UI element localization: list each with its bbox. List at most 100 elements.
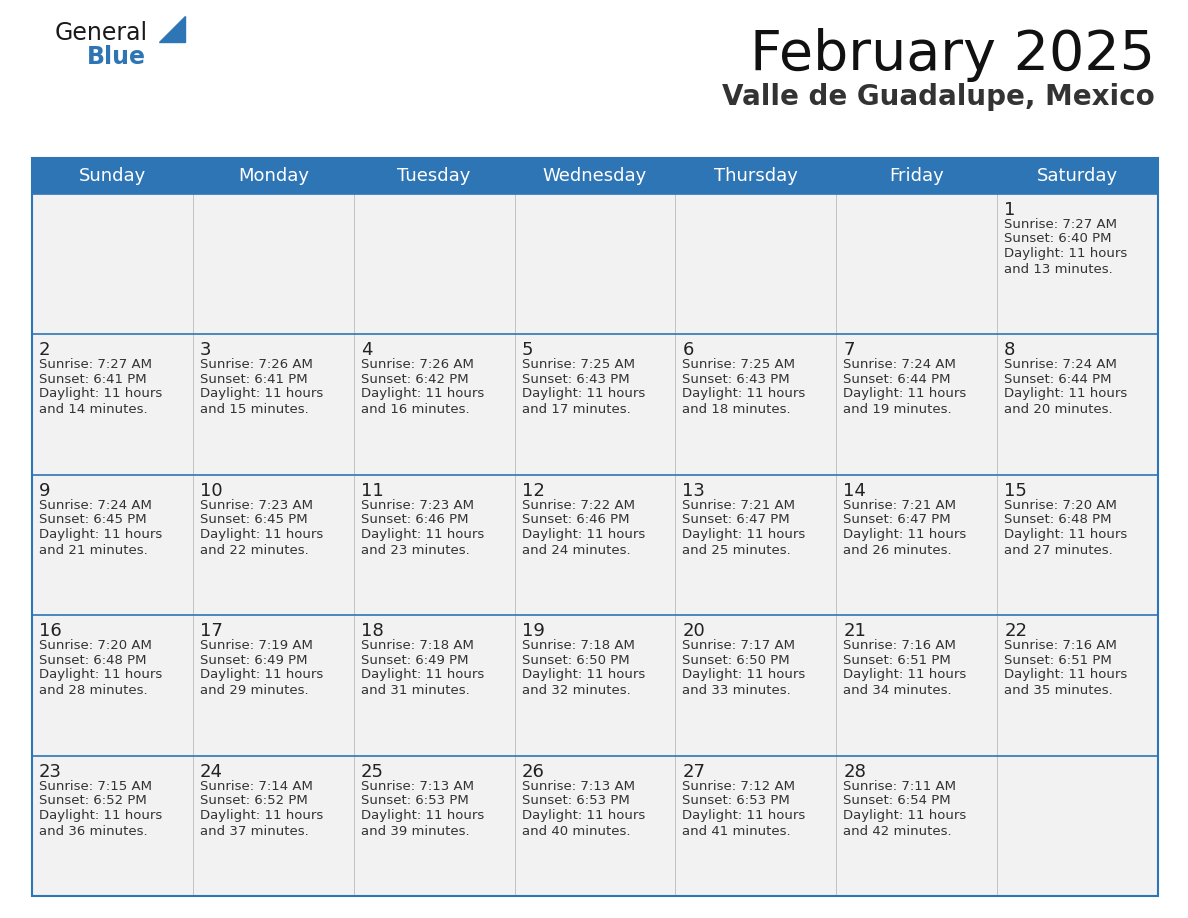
Text: Blue: Blue	[87, 45, 146, 69]
Text: Daylight: 11 hours
and 31 minutes.: Daylight: 11 hours and 31 minutes.	[361, 668, 484, 697]
Text: Sunrise: 7:20 AM: Sunrise: 7:20 AM	[39, 639, 152, 652]
Text: Sunrise: 7:24 AM: Sunrise: 7:24 AM	[843, 358, 956, 372]
Bar	[32, 615, 1158, 756]
Text: Sunset: 6:40 PM: Sunset: 6:40 PM	[1004, 232, 1112, 245]
Text: Sunset: 6:43 PM: Sunset: 6:43 PM	[682, 373, 790, 386]
Text: Monday: Monday	[238, 167, 309, 185]
Text: Daylight: 11 hours
and 24 minutes.: Daylight: 11 hours and 24 minutes.	[522, 528, 645, 557]
Text: Sunrise: 7:11 AM: Sunrise: 7:11 AM	[843, 779, 956, 792]
Text: 15: 15	[1004, 482, 1026, 499]
Bar	[32, 756, 1158, 896]
Text: Daylight: 11 hours
and 19 minutes.: Daylight: 11 hours and 19 minutes.	[843, 387, 967, 417]
Text: 20: 20	[682, 622, 706, 640]
Text: Daylight: 11 hours
and 42 minutes.: Daylight: 11 hours and 42 minutes.	[843, 809, 967, 837]
Text: Sunrise: 7:15 AM: Sunrise: 7:15 AM	[39, 779, 152, 792]
Bar	[32, 475, 1158, 615]
Text: Wednesday: Wednesday	[543, 167, 647, 185]
Text: Daylight: 11 hours
and 40 minutes.: Daylight: 11 hours and 40 minutes.	[522, 809, 645, 837]
Text: Daylight: 11 hours
and 37 minutes.: Daylight: 11 hours and 37 minutes.	[200, 809, 323, 837]
Text: Daylight: 11 hours
and 20 minutes.: Daylight: 11 hours and 20 minutes.	[1004, 387, 1127, 417]
Text: Sunset: 6:47 PM: Sunset: 6:47 PM	[843, 513, 950, 526]
Bar	[32, 334, 1158, 475]
Text: 10: 10	[200, 482, 222, 499]
Text: Daylight: 11 hours
and 28 minutes.: Daylight: 11 hours and 28 minutes.	[39, 668, 163, 697]
Text: Sunset: 6:49 PM: Sunset: 6:49 PM	[361, 654, 468, 666]
Text: Sunset: 6:42 PM: Sunset: 6:42 PM	[361, 373, 468, 386]
Text: 16: 16	[39, 622, 62, 640]
Text: Sunrise: 7:26 AM: Sunrise: 7:26 AM	[361, 358, 474, 372]
Text: Daylight: 11 hours
and 16 minutes.: Daylight: 11 hours and 16 minutes.	[361, 387, 484, 417]
Text: Sunset: 6:52 PM: Sunset: 6:52 PM	[39, 794, 147, 807]
Text: 18: 18	[361, 622, 384, 640]
Text: Sunday: Sunday	[78, 167, 146, 185]
Text: 8: 8	[1004, 341, 1016, 360]
Text: 24: 24	[200, 763, 223, 780]
Text: Daylight: 11 hours
and 34 minutes.: Daylight: 11 hours and 34 minutes.	[843, 668, 967, 697]
Text: Sunset: 6:50 PM: Sunset: 6:50 PM	[522, 654, 630, 666]
Text: Sunrise: 7:24 AM: Sunrise: 7:24 AM	[39, 498, 152, 512]
Text: Sunset: 6:47 PM: Sunset: 6:47 PM	[682, 513, 790, 526]
Text: Sunrise: 7:22 AM: Sunrise: 7:22 AM	[522, 498, 634, 512]
Text: Sunset: 6:44 PM: Sunset: 6:44 PM	[843, 373, 950, 386]
Text: Friday: Friday	[890, 167, 944, 185]
Text: 2: 2	[39, 341, 51, 360]
Text: 19: 19	[522, 622, 544, 640]
Text: Sunrise: 7:20 AM: Sunrise: 7:20 AM	[1004, 498, 1117, 512]
Text: Daylight: 11 hours
and 35 minutes.: Daylight: 11 hours and 35 minutes.	[1004, 668, 1127, 697]
Text: Daylight: 11 hours
and 41 minutes.: Daylight: 11 hours and 41 minutes.	[682, 809, 805, 837]
Text: Sunset: 6:53 PM: Sunset: 6:53 PM	[522, 794, 630, 807]
Text: Daylight: 11 hours
and 13 minutes.: Daylight: 11 hours and 13 minutes.	[1004, 247, 1127, 276]
Text: Sunrise: 7:23 AM: Sunrise: 7:23 AM	[200, 498, 312, 512]
Text: Thursday: Thursday	[714, 167, 798, 185]
Text: Daylight: 11 hours
and 39 minutes.: Daylight: 11 hours and 39 minutes.	[361, 809, 484, 837]
Text: Sunrise: 7:27 AM: Sunrise: 7:27 AM	[39, 358, 152, 372]
Text: Sunrise: 7:18 AM: Sunrise: 7:18 AM	[522, 639, 634, 652]
Text: Sunrise: 7:14 AM: Sunrise: 7:14 AM	[200, 779, 312, 792]
Text: Daylight: 11 hours
and 25 minutes.: Daylight: 11 hours and 25 minutes.	[682, 528, 805, 557]
Text: February 2025: February 2025	[750, 28, 1155, 82]
Bar	[32, 194, 1158, 334]
Text: Sunrise: 7:26 AM: Sunrise: 7:26 AM	[200, 358, 312, 372]
Text: 1: 1	[1004, 201, 1016, 219]
Text: 7: 7	[843, 341, 855, 360]
Text: Daylight: 11 hours
and 26 minutes.: Daylight: 11 hours and 26 minutes.	[843, 528, 967, 557]
Text: Sunset: 6:44 PM: Sunset: 6:44 PM	[1004, 373, 1112, 386]
Text: Sunset: 6:52 PM: Sunset: 6:52 PM	[200, 794, 308, 807]
Text: Sunrise: 7:27 AM: Sunrise: 7:27 AM	[1004, 218, 1117, 231]
Text: Valle de Guadalupe, Mexico: Valle de Guadalupe, Mexico	[722, 83, 1155, 111]
Text: Daylight: 11 hours
and 17 minutes.: Daylight: 11 hours and 17 minutes.	[522, 387, 645, 417]
Text: Sunrise: 7:19 AM: Sunrise: 7:19 AM	[200, 639, 312, 652]
Text: 28: 28	[843, 763, 866, 780]
Text: 25: 25	[361, 763, 384, 780]
Text: Sunset: 6:54 PM: Sunset: 6:54 PM	[843, 794, 950, 807]
Text: Sunset: 6:51 PM: Sunset: 6:51 PM	[1004, 654, 1112, 666]
Text: General: General	[55, 21, 148, 45]
Text: Sunrise: 7:18 AM: Sunrise: 7:18 AM	[361, 639, 474, 652]
Text: Daylight: 11 hours
and 21 minutes.: Daylight: 11 hours and 21 minutes.	[39, 528, 163, 557]
Text: Sunset: 6:48 PM: Sunset: 6:48 PM	[1004, 513, 1112, 526]
Text: 23: 23	[39, 763, 62, 780]
Text: Sunrise: 7:16 AM: Sunrise: 7:16 AM	[1004, 639, 1117, 652]
Text: Sunrise: 7:24 AM: Sunrise: 7:24 AM	[1004, 358, 1117, 372]
Text: Daylight: 11 hours
and 14 minutes.: Daylight: 11 hours and 14 minutes.	[39, 387, 163, 417]
Text: Sunset: 6:53 PM: Sunset: 6:53 PM	[682, 794, 790, 807]
Text: 9: 9	[39, 482, 51, 499]
Text: Sunrise: 7:23 AM: Sunrise: 7:23 AM	[361, 498, 474, 512]
Text: Daylight: 11 hours
and 18 minutes.: Daylight: 11 hours and 18 minutes.	[682, 387, 805, 417]
Bar	[32, 158, 1158, 194]
Text: Sunset: 6:41 PM: Sunset: 6:41 PM	[39, 373, 146, 386]
Text: Sunrise: 7:17 AM: Sunrise: 7:17 AM	[682, 639, 796, 652]
Text: 22: 22	[1004, 622, 1028, 640]
Text: Sunset: 6:43 PM: Sunset: 6:43 PM	[522, 373, 630, 386]
Text: Sunset: 6:50 PM: Sunset: 6:50 PM	[682, 654, 790, 666]
Text: Daylight: 11 hours
and 22 minutes.: Daylight: 11 hours and 22 minutes.	[200, 528, 323, 557]
Text: Daylight: 11 hours
and 29 minutes.: Daylight: 11 hours and 29 minutes.	[200, 668, 323, 697]
Text: 14: 14	[843, 482, 866, 499]
Bar	[32, 158, 1158, 896]
Text: 26: 26	[522, 763, 544, 780]
Text: 3: 3	[200, 341, 211, 360]
Text: Saturday: Saturday	[1037, 167, 1118, 185]
Text: Daylight: 11 hours
and 33 minutes.: Daylight: 11 hours and 33 minutes.	[682, 668, 805, 697]
Polygon shape	[159, 16, 185, 42]
Text: 13: 13	[682, 482, 706, 499]
